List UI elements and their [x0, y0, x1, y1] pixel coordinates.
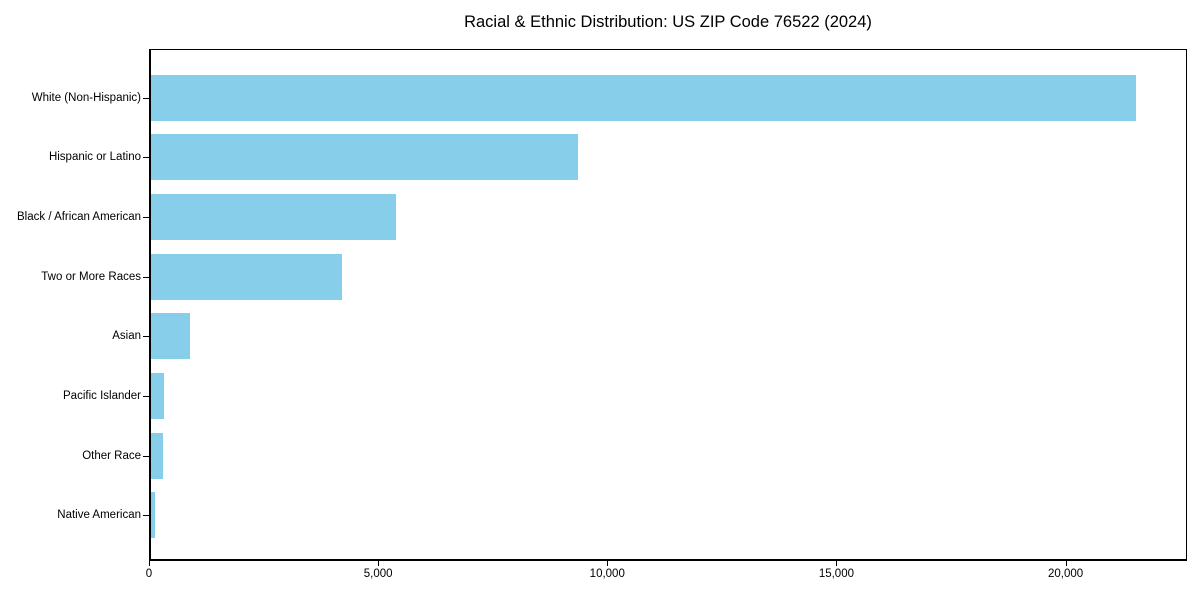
- y-axis-label-black-african-american: Black / African American: [17, 210, 141, 223]
- x-axis-tick: [607, 561, 609, 566]
- bar-two-or-more-races: [151, 253, 342, 300]
- bar-native-american: [151, 492, 156, 539]
- y-axis-tick: [143, 336, 149, 338]
- y-axis-tick: [143, 276, 149, 278]
- bar-hispanic-or-latino: [151, 134, 578, 181]
- plot-area: [149, 49, 1187, 561]
- y-axis-label-other-race: Other Race: [82, 449, 141, 462]
- y-axis-tick: [143, 97, 149, 99]
- y-axis-tick: [143, 396, 149, 397]
- x-axis-tick-label: 10,000: [589, 568, 625, 580]
- x-axis-tick-label: 0: [145, 568, 153, 580]
- x-axis-tick-label: 15,000: [818, 568, 854, 580]
- y-axis-label-pacific-islander: Pacific Islander: [63, 390, 141, 402]
- bar-white-non-hispanic: [151, 74, 1136, 121]
- y-axis-label-white-non-hispanic: White (Non-Hispanic): [31, 91, 141, 104]
- bar-other-race: [151, 432, 163, 479]
- bar-asian: [151, 313, 191, 360]
- y-axis-label-two-or-more-races: Two or More Races: [41, 270, 141, 283]
- x-axis-tick-label: 20,000: [1047, 568, 1084, 580]
- y-axis-tick: [143, 515, 149, 517]
- y-axis-tick: [143, 455, 149, 457]
- chart-title: Racial & Ethnic Distribution: US ZIP Cod…: [464, 13, 872, 31]
- x-axis-tick: [1065, 561, 1067, 566]
- x-axis-tick: [836, 561, 838, 566]
- y-axis-label-asian: Asian: [112, 330, 141, 343]
- bar-pacific-islander: [151, 373, 165, 419]
- bar-black-african-american: [151, 193, 396, 240]
- y-axis-label-hispanic-or-latino: Hispanic or Latino: [48, 151, 141, 164]
- y-axis-tick: [143, 157, 149, 159]
- x-axis-tick: [149, 561, 150, 566]
- y-axis-tick: [143, 216, 149, 218]
- x-axis-tick: [378, 561, 380, 566]
- x-axis-tick-label: 5,000: [363, 568, 393, 580]
- y-axis-label-native-american: Native American: [57, 509, 141, 522]
